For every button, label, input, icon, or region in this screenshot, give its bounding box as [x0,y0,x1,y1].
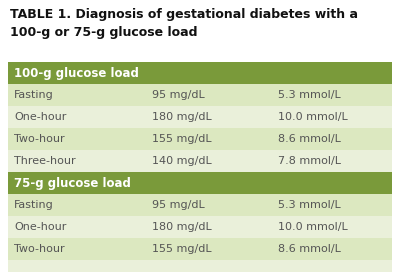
Text: 95 mg/dL: 95 mg/dL [152,90,205,100]
Text: 75-g glucose load: 75-g glucose load [14,177,131,190]
Text: 5.3 mmol/L: 5.3 mmol/L [278,90,341,100]
Text: 10.0 mmol/L: 10.0 mmol/L [278,112,348,122]
Bar [8,62,392,84]
Bar [8,216,392,238]
Text: One-hour: One-hour [14,222,66,232]
Text: Fasting: Fasting [14,200,54,210]
Text: 140 mg/dL: 140 mg/dL [152,156,212,166]
Bar [8,260,392,272]
Text: 180 mg/dL: 180 mg/dL [152,112,212,122]
Bar [8,84,392,106]
Bar [8,194,392,216]
Text: 100-g or 75-g glucose load: 100-g or 75-g glucose load [10,26,198,39]
Text: 5.3 mmol/L: 5.3 mmol/L [278,200,341,210]
Text: 100-g glucose load: 100-g glucose load [14,66,139,79]
Text: 95 mg/dL: 95 mg/dL [152,200,205,210]
Text: Fasting: Fasting [14,90,54,100]
Text: 155 mg/dL: 155 mg/dL [152,244,212,254]
Text: TABLE 1. Diagnosis of gestational diabetes with a: TABLE 1. Diagnosis of gestational diabet… [10,8,358,21]
Text: 8.6 mmol/L: 8.6 mmol/L [278,244,341,254]
Text: 155 mg/dL: 155 mg/dL [152,134,212,144]
Bar [8,106,392,128]
Text: Three-hour: Three-hour [14,156,76,166]
Text: Two-hour: Two-hour [14,244,65,254]
Text: 7.8 mmol/L: 7.8 mmol/L [278,156,341,166]
Text: 10.0 mmol/L: 10.0 mmol/L [278,222,348,232]
Bar [8,128,392,150]
Text: 180 mg/dL: 180 mg/dL [152,222,212,232]
Bar [8,172,392,194]
Text: 8.6 mmol/L: 8.6 mmol/L [278,134,341,144]
Text: One-hour: One-hour [14,112,66,122]
Bar [8,150,392,172]
Bar [8,238,392,260]
Text: Two-hour: Two-hour [14,134,65,144]
